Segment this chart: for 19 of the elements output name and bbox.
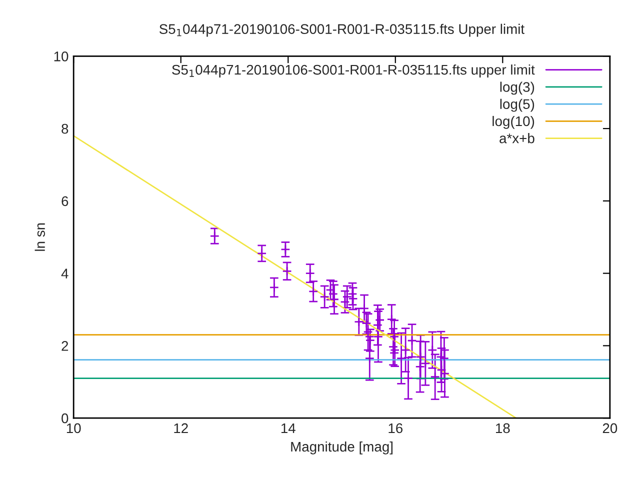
- y-tick-label: 6: [62, 196, 68, 206]
- y-tick-label: 2: [62, 341, 68, 351]
- y-tick-label: 4: [61, 268, 68, 278]
- x-tick-label: 12: [174, 423, 188, 434]
- y-axis-title: ln sn: [34, 223, 45, 251]
- legend-label: S5$_{1}$044p71-20190106-S001-R001-R-035115.fts upper limit: [172, 64, 535, 78]
- y-tick-label: 8: [62, 124, 68, 134]
- x-tick-label: 14: [281, 423, 296, 434]
- legend-label: a*x+b: [500, 133, 534, 144]
- y-tick-label: 0: [62, 413, 68, 424]
- y-tick-label: 10: [54, 51, 68, 62]
- chart-title: S5$_{1}$044p71-20190106-S001-R001-R-035115.fts Upper limit: [159, 24, 524, 37]
- x-axis-title: Magnitude [mag]: [291, 441, 392, 454]
- x-tick-label: 20: [602, 423, 618, 434]
- legend-label: log(5): [500, 98, 534, 112]
- legend-label: log(3): [500, 82, 534, 95]
- x-tick-label: 18: [496, 423, 510, 434]
- legend-label: log(10): [492, 116, 534, 129]
- x-tick-label: 16: [388, 423, 403, 434]
